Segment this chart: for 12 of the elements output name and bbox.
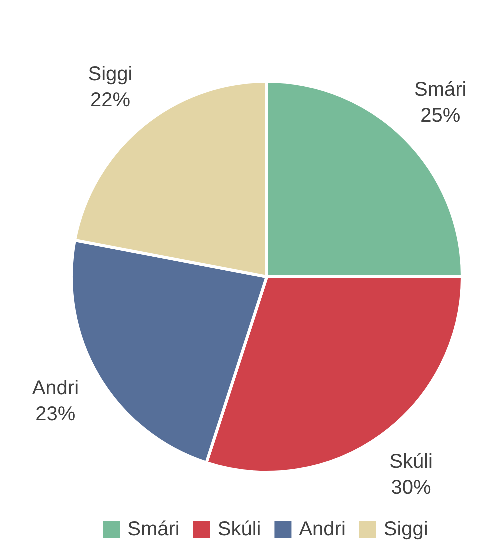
- slice-label: Skúli: [390, 451, 433, 474]
- data-label: 22%: [90, 89, 131, 112]
- data-label: 30%: [391, 477, 432, 500]
- legend-label: Smári: [128, 518, 180, 541]
- legend-label: Andri: [299, 518, 346, 541]
- data-label: 23%: [36, 403, 76, 426]
- legend-label: Skúli: [218, 518, 262, 541]
- legend-label: Siggi: [384, 518, 428, 541]
- slice-label: Siggi: [88, 63, 133, 86]
- slice-label: Smári: [414, 78, 467, 101]
- slice-label: Andri: [32, 377, 80, 400]
- data-label: 25%: [420, 104, 461, 127]
